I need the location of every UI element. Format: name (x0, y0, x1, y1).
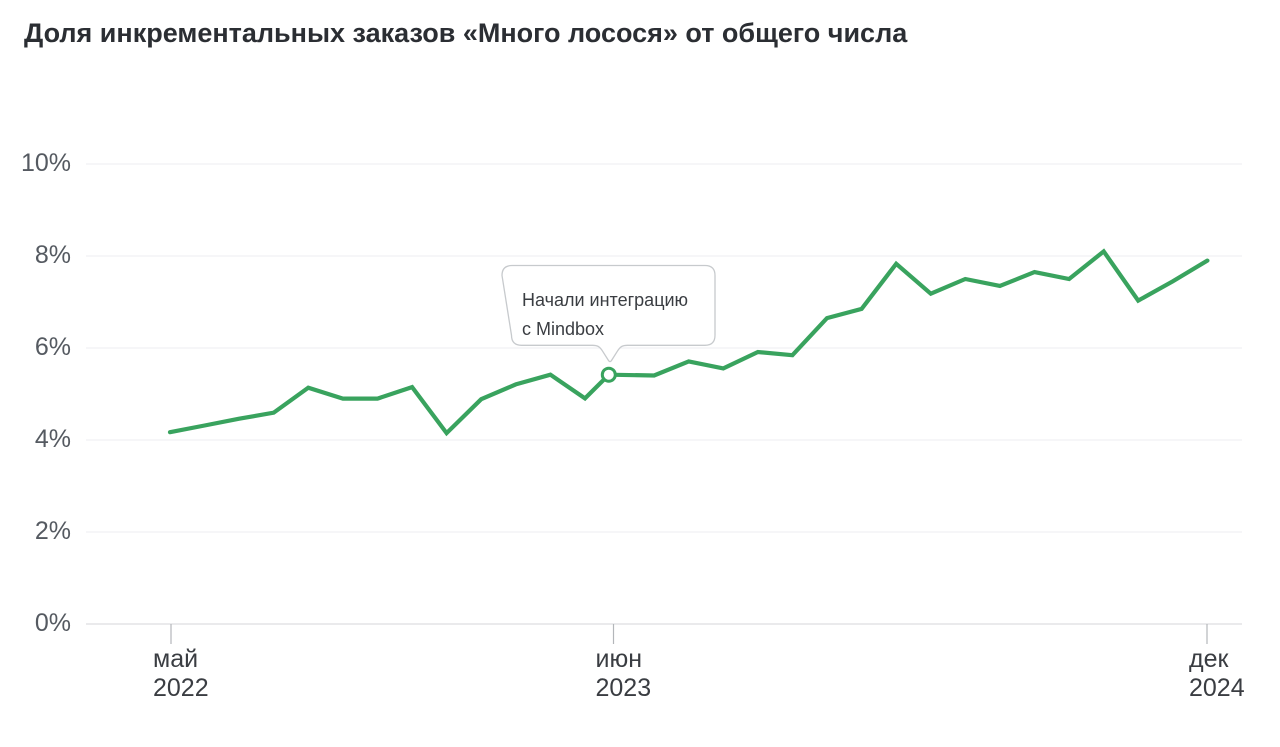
svg-text:май: май (153, 645, 198, 673)
svg-text:с Mindbox: с Mindbox (522, 319, 604, 339)
svg-text:4%: 4% (35, 425, 71, 453)
svg-text:2%: 2% (35, 517, 71, 545)
svg-text:2024: 2024 (1189, 674, 1245, 702)
svg-text:2022: 2022 (153, 674, 209, 702)
svg-text:июн: июн (596, 645, 643, 673)
svg-text:6%: 6% (35, 333, 71, 361)
svg-text:0%: 0% (35, 609, 71, 637)
svg-text:8%: 8% (35, 241, 71, 269)
svg-text:2023: 2023 (596, 674, 652, 702)
svg-text:10%: 10% (21, 149, 71, 177)
svg-text:дек: дек (1189, 645, 1229, 673)
svg-text:Начали интеграцию: Начали интеграцию (522, 290, 688, 310)
